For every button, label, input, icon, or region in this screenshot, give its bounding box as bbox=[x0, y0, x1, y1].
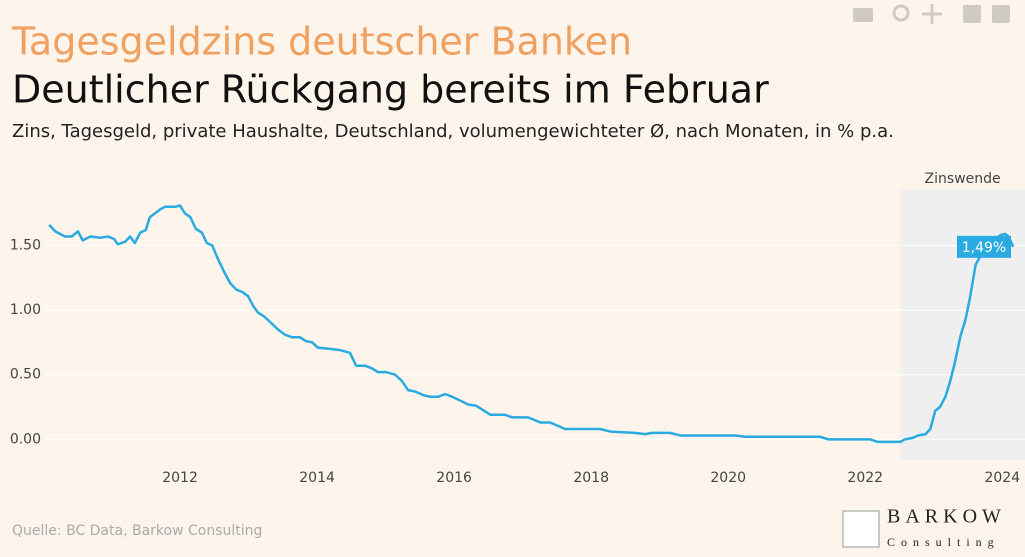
chart-description: Zins, Tagesgeld, private Haushalte, Deut… bbox=[12, 121, 894, 142]
x-tick-label: 2012 bbox=[162, 470, 198, 486]
pan-icon[interactable] bbox=[922, 4, 942, 24]
logo-tagline: Consulting bbox=[887, 535, 1000, 549]
zoom-in-icon[interactable] bbox=[963, 5, 981, 23]
y-tick-label: 1.00 bbox=[10, 302, 41, 318]
x-tick-label: 2014 bbox=[299, 470, 335, 486]
line bbox=[48, 204, 1015, 444]
end-label: 1,49% bbox=[962, 240, 1006, 256]
camera-icon[interactable] bbox=[853, 8, 873, 22]
x-tick-label: 2024 bbox=[984, 470, 1020, 486]
chart-subtitle: Deutlicher Rückgang bereits im Februar bbox=[12, 68, 769, 112]
chart-title: Tagesgeldzins deutscher Banken bbox=[11, 20, 632, 64]
toolbar[interactable] bbox=[853, 4, 1010, 24]
logo-name: BARKOW bbox=[887, 506, 1006, 528]
x-tick-label: 2018 bbox=[573, 470, 609, 486]
zoom-icon[interactable] bbox=[892, 4, 910, 22]
x-tick-label: 2022 bbox=[847, 470, 883, 486]
y-tick-label: 1.50 bbox=[10, 238, 41, 254]
x-tick-label: 2020 bbox=[710, 470, 746, 486]
logo-icon bbox=[842, 510, 880, 548]
y-tick-label: 0.00 bbox=[10, 431, 41, 447]
source: Quelle: BC Data, Barkow Consulting bbox=[12, 523, 262, 539]
zoom-out-icon[interactable] bbox=[992, 5, 1010, 23]
x-tick-label: 2016 bbox=[436, 470, 472, 486]
end-label-box bbox=[957, 235, 1011, 258]
y-tick-label: 0.50 bbox=[10, 367, 41, 383]
region-label: Zinswende bbox=[925, 171, 1001, 187]
